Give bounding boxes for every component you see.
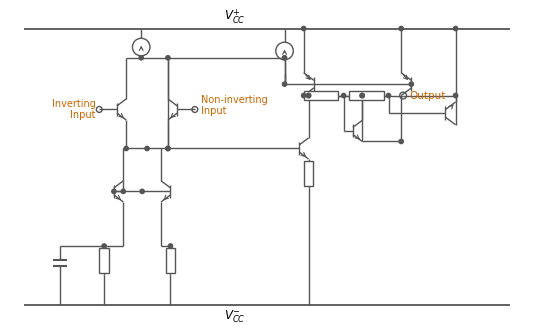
Circle shape: [360, 93, 364, 98]
Text: $V_{CC}^{-}$: $V_{CC}^{-}$: [224, 309, 246, 325]
Circle shape: [124, 146, 128, 151]
Bar: [304, 91, 338, 100]
Circle shape: [387, 93, 391, 98]
Circle shape: [282, 82, 287, 86]
Circle shape: [282, 56, 287, 60]
Circle shape: [453, 26, 458, 31]
Bar: [99, 248, 109, 273]
Circle shape: [145, 146, 149, 151]
Circle shape: [342, 93, 346, 98]
Circle shape: [166, 56, 170, 60]
Text: Inverting
Input: Inverting Input: [51, 99, 96, 120]
Circle shape: [360, 93, 364, 98]
Circle shape: [399, 139, 403, 144]
Text: $V_{CC}^{+}$: $V_{CC}^{+}$: [224, 7, 246, 26]
Circle shape: [409, 82, 413, 86]
Circle shape: [140, 189, 144, 194]
Circle shape: [102, 244, 106, 248]
Circle shape: [307, 93, 311, 98]
Circle shape: [139, 56, 143, 60]
Circle shape: [399, 26, 403, 31]
Text: Non-inverting
Input: Non-inverting Input: [201, 95, 268, 116]
Circle shape: [302, 26, 306, 31]
Circle shape: [302, 93, 306, 98]
Circle shape: [166, 146, 170, 151]
Circle shape: [307, 93, 311, 98]
Circle shape: [112, 189, 116, 194]
Bar: [349, 91, 383, 100]
Bar: [166, 248, 175, 273]
Text: Output: Output: [409, 90, 445, 100]
Bar: [304, 161, 313, 186]
Circle shape: [453, 93, 458, 98]
Circle shape: [121, 189, 125, 194]
Circle shape: [168, 244, 172, 248]
Circle shape: [166, 146, 170, 151]
